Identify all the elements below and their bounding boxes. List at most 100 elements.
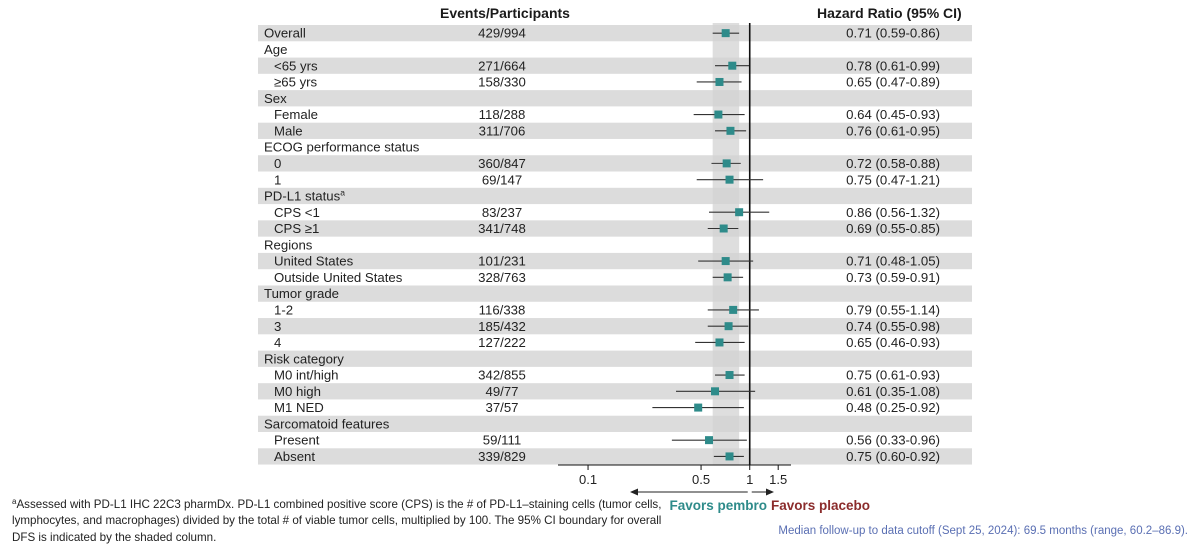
events-value: 271/664 [478, 58, 526, 73]
favors-right-arrowhead [766, 488, 774, 496]
hr-marker [719, 224, 728, 233]
hr-marker [735, 208, 744, 217]
row-stripe [258, 318, 972, 335]
row-stripe [258, 383, 972, 400]
hr-value: 0.56 (0.33-0.96) [846, 433, 940, 448]
hr-marker [715, 77, 724, 86]
x-tick-label: 0.5 [692, 472, 710, 487]
hr-value: 0.65 (0.47-0.89) [846, 75, 940, 90]
follow-up-note: Median follow-up to data cutoff (Sept 25… [778, 525, 1188, 537]
row-stripe [258, 25, 972, 42]
favors-right-label: Favors placebo [771, 498, 870, 513]
row-label: ≥65 yrs [274, 75, 318, 90]
hr-marker [725, 452, 734, 461]
events-value: 69/147 [482, 172, 522, 187]
row-label: Overall [264, 26, 306, 41]
footnote-marker: a [12, 497, 17, 506]
hr-value: 0.48 (0.25-0.92) [846, 400, 940, 415]
events-value: 328/763 [478, 270, 526, 285]
hazard-ratio-column-header: Hazard Ratio (95% CI) [817, 5, 962, 21]
hr-marker [714, 110, 723, 119]
row-label: CPS <1 [274, 205, 320, 220]
row-stripe [258, 57, 972, 74]
events-value: 339/829 [478, 449, 526, 464]
favors-left-arrowhead [630, 488, 638, 496]
events-value: 116/338 [479, 303, 526, 318]
row-stripe [258, 350, 972, 367]
hr-value: 0.79 (0.55-1.14) [846, 303, 940, 318]
x-tick-label: 1.5 [769, 472, 787, 487]
row-stripe [258, 187, 972, 205]
row-stripe [258, 285, 972, 302]
events-value: 158/330 [478, 75, 526, 90]
row-label: Female [274, 107, 318, 122]
hr-value: 0.72 (0.58-0.88) [846, 156, 940, 171]
events-value: 311/706 [479, 123, 526, 138]
hr-value: 0.61 (0.35-1.08) [846, 384, 940, 399]
events-value: 101/231 [478, 254, 526, 269]
footnote-text: Assessed with PD-L1 IHC 22C3 pharmDx. PD… [12, 498, 662, 544]
hr-value: 0.75 (0.60-0.92) [846, 449, 940, 464]
row-label: CPS ≥1 [274, 221, 319, 236]
footnote: aAssessed with PD-L1 IHC 22C3 pharmDx. P… [12, 497, 672, 546]
row-label: Risk category [264, 351, 344, 366]
row-label: Age [264, 42, 287, 57]
hr-value: 0.76 (0.61-0.95) [846, 123, 940, 138]
hr-marker [728, 61, 737, 70]
events-value: 118/288 [479, 107, 526, 122]
events-value: 342/855 [478, 368, 526, 383]
hr-value: 0.75 (0.61-0.93) [846, 368, 940, 383]
row-label: ECOG performance status [264, 140, 420, 155]
row-stripe [258, 90, 972, 107]
row-label-superscript: a [340, 188, 345, 198]
row-label: 1-2 [274, 303, 293, 318]
row-label: 4 [274, 335, 281, 350]
row-stripe [258, 252, 972, 270]
row-label: M0 high [274, 384, 321, 399]
hr-value: 0.71 (0.48-1.05) [846, 254, 940, 269]
hr-marker [721, 29, 730, 38]
row-label: Sex [264, 91, 287, 106]
hr-value: 0.74 (0.55-0.98) [846, 319, 940, 334]
events-value: 127/222 [478, 335, 526, 350]
row-label: 0 [274, 156, 281, 171]
x-tick-label: 1 [746, 472, 753, 487]
hr-value: 0.69 (0.55-0.85) [846, 221, 940, 236]
hr-marker [726, 126, 735, 135]
hr-marker [725, 371, 734, 380]
hr-marker [725, 175, 734, 184]
hr-marker [711, 387, 720, 396]
row-label: PD-L1 statusa [264, 188, 345, 204]
hr-value: 0.78 (0.61-0.99) [846, 58, 940, 73]
row-label: Present [274, 433, 320, 448]
row-label: M1 NED [274, 400, 324, 415]
row-label: 1 [274, 172, 281, 187]
hr-marker [722, 159, 731, 168]
events-value: 360/847 [478, 156, 526, 171]
hr-marker [723, 273, 732, 282]
hr-value: 0.86 (0.56-1.32) [846, 205, 940, 220]
row-label: M0 int/high [274, 368, 339, 383]
favors-left-label: Favors pembro [669, 498, 767, 513]
events-value: 341/748 [478, 221, 526, 236]
row-stripe [258, 415, 972, 432]
row-label: United States [274, 254, 354, 269]
events-value: 37/57 [485, 400, 518, 415]
hr-value: 0.75 (0.47-1.21) [846, 172, 940, 187]
row-label: Regions [264, 237, 313, 252]
row-label: Male [274, 123, 303, 138]
row-stripe [258, 155, 972, 172]
events-value: 49/77 [485, 384, 518, 399]
events-column-header: Events/Participants [440, 5, 570, 21]
x-tick-label: 0.1 [579, 472, 597, 487]
hr-value: 0.64 (0.45-0.93) [846, 107, 940, 122]
hr-marker [694, 403, 703, 412]
events-value: 83/237 [482, 205, 522, 220]
hr-value: 0.65 (0.46-0.93) [846, 335, 940, 350]
events-value: 59/111 [483, 433, 521, 448]
row-label: Outside United States [274, 270, 403, 285]
row-label: 3 [274, 319, 281, 334]
events-value: 429/994 [478, 26, 526, 41]
row-label: <65 yrs [274, 58, 318, 73]
